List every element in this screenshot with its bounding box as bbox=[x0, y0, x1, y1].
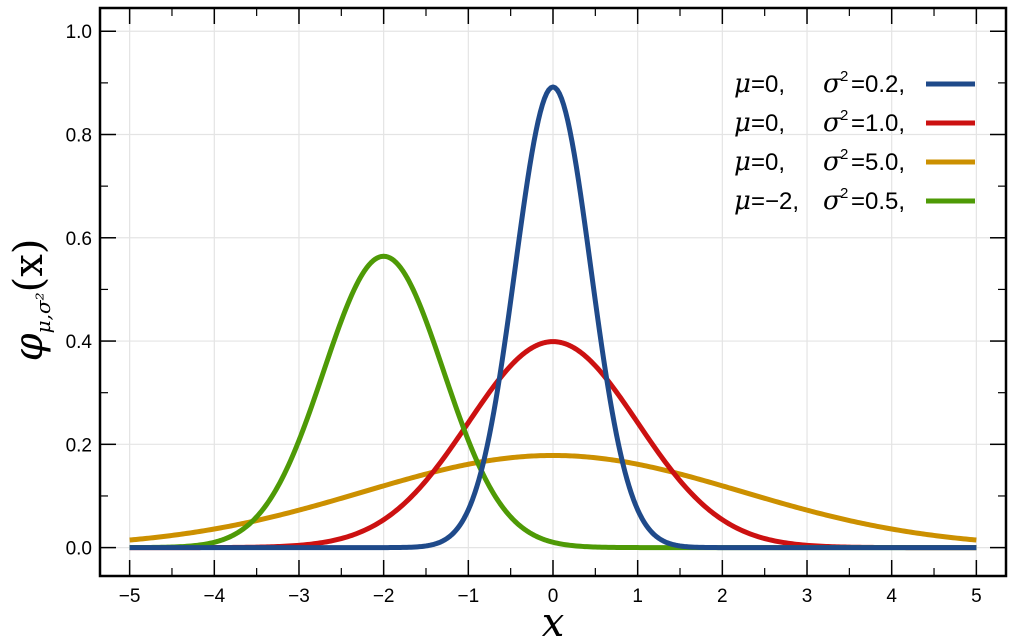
legend-entry-2: μ =0, σ 2 =1.0, bbox=[734, 107, 975, 138]
legend-sigma-value: =5.0, bbox=[851, 149, 905, 176]
legend-mu-value: =−2, bbox=[751, 188, 799, 215]
x-tick-label: −4 bbox=[203, 586, 225, 607]
legend-mu-symbol: μ bbox=[734, 69, 751, 99]
legend-mu-symbol: μ bbox=[734, 108, 751, 138]
x-tick-label: 1 bbox=[632, 586, 643, 607]
legend-mu-value: =0, bbox=[751, 110, 785, 137]
x-tick-label: 5 bbox=[971, 586, 982, 607]
y-tick-label: 0.0 bbox=[66, 539, 92, 560]
series-line-3 bbox=[129, 452, 977, 543]
legend-sigma-symbol: σ bbox=[823, 69, 842, 99]
legend-mu-value: =0, bbox=[751, 71, 785, 98]
legend-sigma-symbol: σ bbox=[823, 186, 842, 216]
legend-sigma-exponent: 2 bbox=[840, 146, 848, 163]
legend-sigma-symbol: σ bbox=[823, 108, 842, 138]
y-tick-label: 0.4 bbox=[66, 332, 93, 353]
x-tick-label: −5 bbox=[119, 586, 141, 607]
x-tick-label: −1 bbox=[457, 586, 479, 607]
legend-sigma-exponent: 2 bbox=[840, 185, 848, 202]
legend-sigma-exponent: 2 bbox=[840, 68, 848, 85]
legend-entry-3: μ =0, σ 2 =5.0, bbox=[734, 146, 975, 177]
y-tick-label: 1.0 bbox=[66, 22, 92, 43]
legend-sigma-symbol: σ bbox=[823, 147, 842, 177]
legend-sigma-value: =0.5, bbox=[851, 188, 905, 215]
svg-text:φμ,σ²(x): φμ,σ²(x) bbox=[6, 239, 55, 362]
x-tick-label: −2 bbox=[373, 586, 395, 607]
legend-sigma-exponent: 2 bbox=[840, 107, 848, 124]
legend: μ =0, σ 2 =0.2,μ =0, σ 2 =1.0,μ =0, σ 2 =5.0,μ =−2, σ 2… bbox=[734, 68, 975, 216]
x-tick-label: 2 bbox=[717, 586, 728, 607]
legend-sigma-value: =1.0, bbox=[851, 110, 905, 137]
ticks bbox=[100, 8, 1006, 576]
legend-entry-4: μ =−2, σ 2 =0.5, bbox=[734, 185, 975, 216]
y-axis-label: φμ,σ²(x) bbox=[6, 239, 55, 362]
x-axis-label: x bbox=[542, 600, 565, 641]
x-tick-label: −3 bbox=[288, 586, 310, 607]
legend-mu-value: =0, bbox=[751, 149, 785, 176]
legend-entry-1: μ =0, σ 2 =0.2, bbox=[734, 68, 975, 99]
series-layer bbox=[129, 84, 977, 551]
x-tick-label: 3 bbox=[802, 586, 813, 607]
legend-mu-symbol: μ bbox=[734, 147, 751, 177]
series-line-1 bbox=[129, 84, 977, 551]
y-tick-label: 0.6 bbox=[66, 229, 92, 250]
y-axis-label-argument: (x) bbox=[6, 239, 52, 293]
x-tick-label: 0 bbox=[548, 586, 559, 607]
plot-frame bbox=[98, 6, 1008, 578]
y-axis-label-subscript: μ,σ² bbox=[31, 292, 55, 333]
tick-labels: −5 −4 −3 −2 −1 0 1 2 3 4 5 0.0 0.2 0.4 0.6 0.8 1.0 bbox=[66, 22, 982, 607]
legend-mu-symbol: μ bbox=[734, 186, 751, 216]
y-tick-label: 0.2 bbox=[66, 435, 92, 456]
y-axis-label-symbol: φ bbox=[6, 333, 52, 361]
legend-sigma-value: =0.2, bbox=[851, 71, 905, 98]
x-tick-label: 4 bbox=[886, 586, 897, 607]
y-tick-label: 0.8 bbox=[66, 126, 92, 147]
